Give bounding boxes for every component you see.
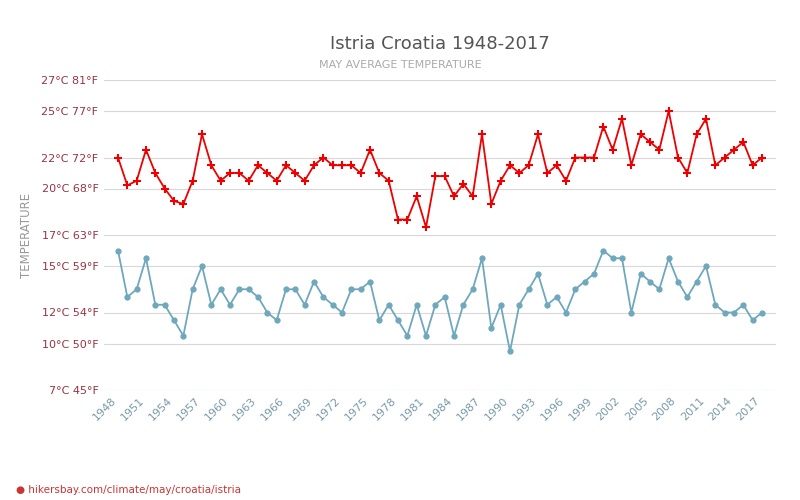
Title: Istria Croatia 1948-2017: Istria Croatia 1948-2017 [330, 36, 550, 54]
Y-axis label: TEMPERATURE: TEMPERATURE [20, 192, 33, 278]
Text: ● hikersbay.com/climate/may/croatia/istria: ● hikersbay.com/climate/may/croatia/istr… [16, 485, 241, 495]
Text: MAY AVERAGE TEMPERATURE: MAY AVERAGE TEMPERATURE [318, 60, 482, 70]
